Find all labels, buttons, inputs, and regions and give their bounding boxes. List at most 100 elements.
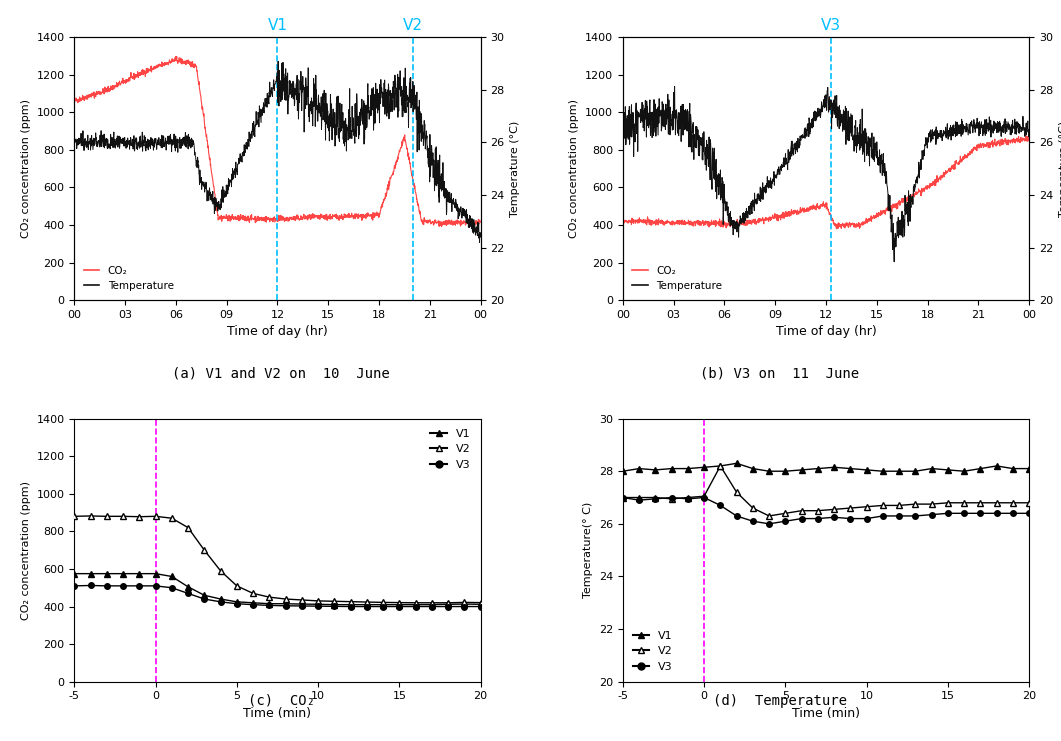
V1 — [909, 467, 922, 476]
V2 — [247, 589, 260, 598]
V3 — [632, 496, 645, 505]
V2 — [441, 598, 454, 607]
V1 — [958, 467, 971, 476]
V1 — [812, 464, 824, 473]
V1 — [441, 599, 454, 608]
V2 — [166, 514, 178, 522]
V2 — [843, 504, 856, 513]
X-axis label: Time (min): Time (min) — [243, 707, 312, 720]
V3 — [681, 494, 694, 503]
Text: (c)  CO₂: (c) CO₂ — [247, 694, 315, 708]
V1 — [860, 465, 873, 474]
V3 — [344, 602, 356, 611]
Line: V1: V1 — [620, 461, 1032, 474]
V2 — [616, 493, 629, 502]
V1 — [941, 465, 954, 474]
V3 — [974, 509, 987, 518]
V3 — [876, 511, 889, 520]
V3 — [698, 493, 711, 502]
V3 — [279, 602, 292, 611]
V2 — [133, 512, 145, 521]
V2 — [1007, 499, 1020, 508]
V1 — [101, 569, 114, 578]
V1 — [974, 464, 987, 473]
V2 — [941, 499, 954, 508]
V1 — [892, 467, 905, 476]
V3 — [198, 594, 211, 603]
V2 — [828, 505, 840, 514]
V3 — [747, 516, 760, 525]
Legend: CO₂, Temperature: CO₂, Temperature — [628, 262, 727, 295]
X-axis label: Time of day (hr): Time of day (hr) — [227, 325, 328, 339]
X-axis label: Time (min): Time (min) — [792, 707, 860, 720]
V1 — [361, 600, 373, 609]
V1 — [198, 591, 211, 599]
V2 — [990, 499, 1003, 508]
V3 — [1023, 509, 1036, 518]
Y-axis label: CO₂ concentration (ppm): CO₂ concentration (ppm) — [21, 481, 31, 619]
V1 — [763, 467, 776, 476]
V3 — [812, 514, 824, 523]
V2 — [458, 598, 471, 607]
V1 — [214, 594, 227, 603]
V1 — [458, 599, 471, 608]
V2 — [1023, 499, 1036, 508]
Text: (a) V1 and V2 on  10  June: (a) V1 and V2 on 10 June — [172, 367, 390, 381]
V1 — [925, 464, 938, 473]
V1 — [474, 599, 487, 608]
V3 — [150, 582, 162, 591]
Y-axis label: Temperature(° C): Temperature(° C) — [584, 502, 593, 598]
V3 — [474, 602, 487, 611]
V2 — [425, 598, 438, 607]
V1 — [1007, 464, 1020, 473]
Legend: V1, V2, V3: V1, V2, V3 — [628, 626, 678, 677]
V3 — [328, 602, 341, 611]
V1 — [828, 463, 840, 472]
V3 — [393, 602, 405, 611]
V1 — [698, 463, 711, 472]
V1 — [616, 467, 629, 476]
V1 — [796, 465, 808, 474]
V1 — [730, 459, 743, 468]
V1 — [84, 569, 97, 578]
V3 — [796, 514, 808, 523]
V1 — [393, 600, 405, 609]
V1 — [990, 462, 1003, 471]
X-axis label: Time of day (hr): Time of day (hr) — [776, 325, 876, 339]
V1 — [681, 464, 694, 473]
V1 — [779, 467, 792, 476]
V1 — [295, 599, 308, 608]
V1 — [410, 600, 422, 609]
Text: (d)  Temperature: (d) Temperature — [713, 694, 847, 708]
Legend: V1, V2, V3: V1, V2, V3 — [425, 424, 475, 474]
V1 — [747, 464, 760, 473]
V1 — [649, 465, 662, 474]
V3 — [441, 602, 454, 611]
V2 — [681, 493, 694, 502]
V1 — [425, 600, 438, 609]
V2 — [198, 545, 211, 554]
V2 — [361, 597, 373, 606]
V1 — [150, 569, 162, 578]
V3 — [214, 597, 227, 606]
V2 — [230, 582, 243, 591]
V1 — [714, 462, 727, 471]
V2 — [279, 594, 292, 603]
V2 — [68, 512, 81, 521]
V3 — [263, 601, 276, 610]
V3 — [828, 513, 840, 522]
V3 — [84, 581, 97, 590]
V2 — [474, 598, 487, 607]
V3 — [425, 602, 438, 611]
V3 — [730, 511, 743, 520]
V3 — [714, 501, 727, 510]
V2 — [263, 593, 276, 602]
V3 — [295, 602, 308, 611]
V3 — [1007, 509, 1020, 518]
V2 — [214, 566, 227, 575]
V3 — [312, 602, 325, 611]
Line: V3: V3 — [71, 582, 484, 609]
V2 — [812, 506, 824, 515]
V1 — [377, 600, 389, 609]
V3 — [101, 582, 114, 591]
